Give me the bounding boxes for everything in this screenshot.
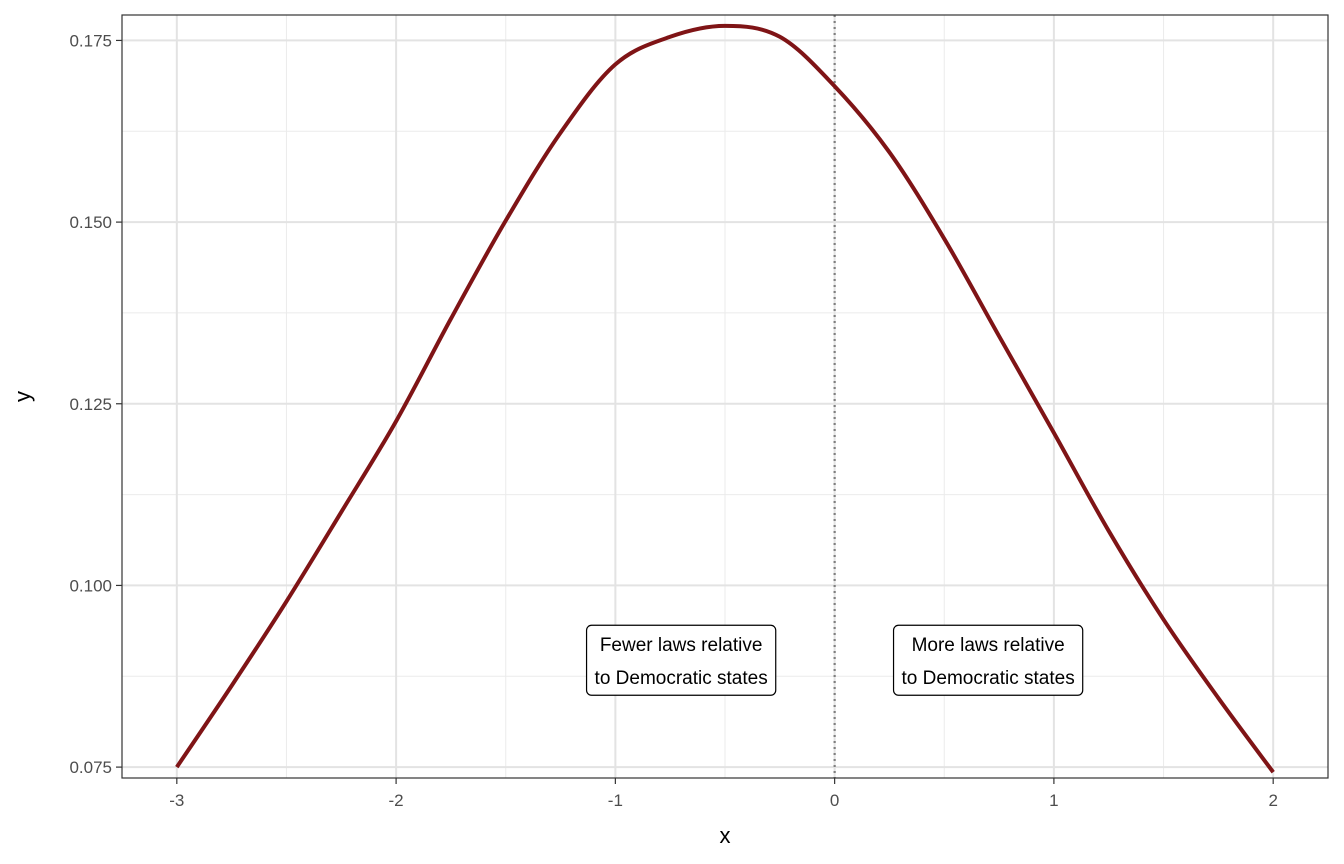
plot-panel-border [121, 14, 1329, 779]
y-tick-label: 0.150 [69, 213, 112, 232]
y-tick-label: 0.075 [69, 758, 112, 777]
x-tick-label: 2 [1268, 791, 1277, 810]
x-tick-label: -1 [608, 791, 623, 810]
series-layer [175, 23, 1275, 774]
density-curve [175, 23, 1275, 774]
y-tick-label: 0.175 [69, 31, 112, 50]
annotation-text-line: More laws relative [912, 635, 1065, 656]
x-tick-label: -2 [389, 791, 404, 810]
annotation-label: More laws relative to Democratic states [892, 624, 1084, 696]
axis-layer: -3 -2 -1 0 1 2 0.075 0.100 0.125 0.150 0.175 [69, 31, 1277, 810]
y-axis-title: y [10, 391, 35, 402]
annotation-label: Fewer laws relative to Democratic states [585, 624, 777, 696]
x-tick-label: 0 [830, 791, 839, 810]
x-tick-label: 1 [1049, 791, 1058, 810]
x-axis-title: x [720, 823, 731, 848]
annotation-box [585, 624, 777, 696]
y-tick-label: 0.125 [69, 395, 112, 414]
annotation-box [892, 624, 1084, 696]
annotation-text-line: to Democratic states [902, 668, 1075, 689]
annotation-text-line: to Democratic states [595, 668, 768, 689]
x-tick-label: -3 [169, 791, 184, 810]
y-tick-label: 0.100 [69, 576, 112, 595]
annotation-text-line: Fewer laws relative [600, 635, 763, 656]
